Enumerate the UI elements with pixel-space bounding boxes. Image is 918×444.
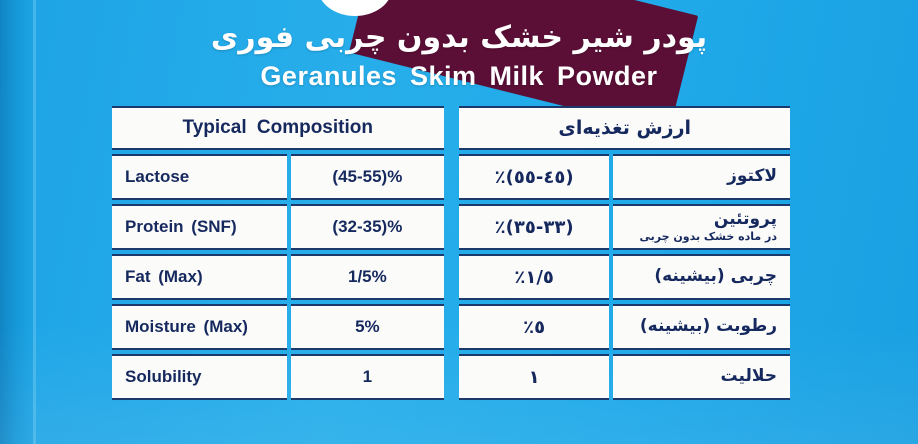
table-center-gutter <box>448 106 456 150</box>
cell-persian-value: ٥٪ <box>459 304 609 350</box>
label-persian-value: ١ <box>528 366 540 388</box>
cell-english-name: Moisture (Max) <box>112 304 288 350</box>
table-header-label-english: Typical Composition <box>182 117 373 138</box>
label-english-value: 1 <box>362 367 373 386</box>
cell-persian-value: (٣٣-٣٥)٪ <box>459 204 609 250</box>
label-english-name: Fat (Max) <box>125 267 203 286</box>
cell-persian-value: ١ <box>459 354 609 400</box>
product-title-block: پودر شیر خشک بدون چربی فوری Geranules Sk… <box>0 18 918 92</box>
label-persian-name: لاکتوز <box>727 166 777 187</box>
table-row: Protein (SNF) (32-35)% (٣٣-٣٥)٪ پروتئین … <box>112 204 790 250</box>
label-english-value: 1/5% <box>348 267 387 286</box>
nutrition-table: Typical Composition ارزش تغذیه‌ای Lactos… <box>112 106 790 400</box>
label-persian-value: ٥٪ <box>523 316 546 338</box>
cell-persian-value: ١/٥٪ <box>459 254 609 300</box>
cell-persian-name: حلالیت <box>612 354 790 400</box>
persian-name-stack: چربی (بیشینه) <box>654 266 777 287</box>
cell-persian-name: لاکتوز <box>612 154 790 200</box>
label-english-name: Protein (SNF) <box>125 217 237 236</box>
cell-english-value: 1/5% <box>291 254 444 300</box>
label-english-name: Moisture (Max) <box>125 317 248 336</box>
table-row: Moisture (Max) 5% ٥٪ رطوبت (بیشینه) <box>112 304 790 350</box>
label-persian-value: (٣٣-٣٥)٪ <box>494 216 574 238</box>
table-center-gutter <box>448 204 456 250</box>
white-logo-blob <box>318 0 392 16</box>
cell-english-name: Fat (Max) <box>112 254 288 300</box>
table-center-gutter <box>448 304 456 350</box>
label-persian-value: ١/٥٪ <box>514 266 554 288</box>
persian-name-stack: رطوبت (بیشینه) <box>639 316 777 337</box>
label-persian-name: رطوبت (بیشینه) <box>639 316 777 337</box>
table-center-gutter <box>448 154 456 200</box>
cell-english-name: Protein (SNF) <box>112 204 288 250</box>
table-header-label-persian: ارزش تغذیه‌ای <box>558 117 692 139</box>
label-english-value: (32-35)% <box>332 217 403 236</box>
label-persian-value: (٤٥-٥٥)٪ <box>494 166 574 188</box>
label-english-value: 5% <box>355 317 380 336</box>
table-row: Fat (Max) 1/5% ١/٥٪ چربی (بیشینه) <box>112 254 790 300</box>
label-persian-name: پروتئین <box>713 209 777 230</box>
background-left-fold-line <box>33 0 36 444</box>
persian-name-stack: لاکتوز <box>727 166 777 187</box>
table-header-cell-persian: ارزش تغذیه‌ای <box>459 106 790 150</box>
label-english-name: Solubility <box>125 367 202 386</box>
cell-persian-name: پروتئین در ماده خشک بدون چربی <box>612 204 790 250</box>
persian-name-stack: حلالیت <box>720 366 777 387</box>
table-center-gutter <box>448 354 456 400</box>
cell-persian-value: (٤٥-٥٥)٪ <box>459 154 609 200</box>
table-center-gutter <box>448 254 456 300</box>
table-header-cell-english: Typical Composition <box>112 106 444 150</box>
cell-english-value: (32-35)% <box>291 204 444 250</box>
background-left-edge-strip <box>0 0 36 444</box>
label-persian-subtitle: در ماده خشک بدون چربی <box>639 230 778 244</box>
product-title-persian: پودر شیر خشک بدون چربی فوری <box>210 20 708 55</box>
table-header-row: Typical Composition ارزش تغذیه‌ای <box>112 106 790 150</box>
cell-persian-name: رطوبت (بیشینه) <box>612 304 790 350</box>
cell-english-value: 1 <box>291 354 444 400</box>
label-english-value: (45-55)% <box>332 167 403 186</box>
persian-name-stack: پروتئین در ماده خشک بدون چربی <box>639 209 778 244</box>
cell-english-name: Solubility <box>112 354 288 400</box>
cell-english-name: Lactose <box>112 154 288 200</box>
cell-english-value: 5% <box>291 304 444 350</box>
label-persian-name: چربی (بیشینه) <box>654 266 777 287</box>
label-persian-name: حلالیت <box>720 366 777 387</box>
table-row: Lactose (45-55)% (٤٥-٥٥)٪ لاکتوز <box>112 154 790 200</box>
cell-persian-name: چربی (بیشینه) <box>612 254 790 300</box>
table-row: Solubility 1 ١ حلالیت <box>112 354 790 400</box>
product-title-english: Geranules Skim Milk Powder <box>260 61 658 91</box>
cell-english-value: (45-55)% <box>291 154 444 200</box>
label-english-name: Lactose <box>125 167 190 186</box>
